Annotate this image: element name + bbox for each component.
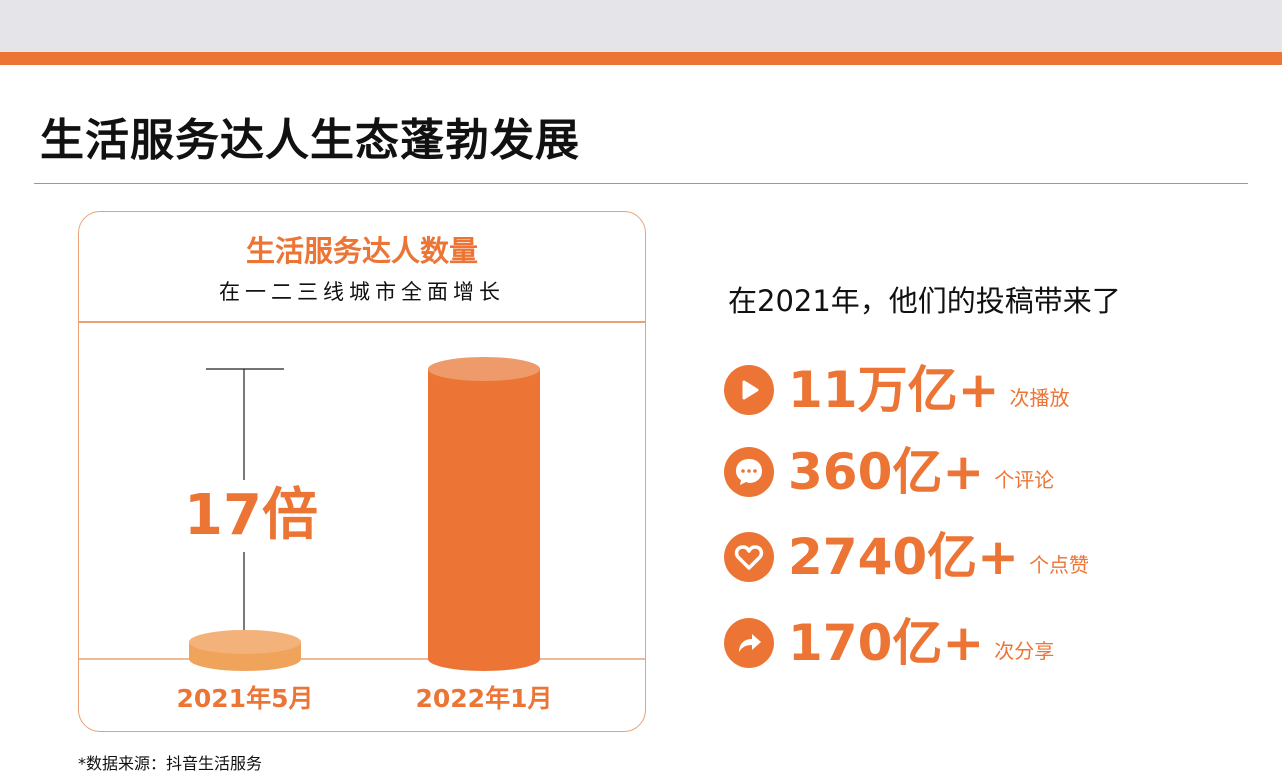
bar-cylinder-top bbox=[428, 357, 540, 381]
bar-cylinder bbox=[428, 369, 540, 671]
stat-likes: 2740亿+ 个点赞 bbox=[724, 530, 1089, 584]
comment-icon bbox=[724, 447, 774, 497]
heart-icon bbox=[724, 532, 774, 582]
share-icon bbox=[724, 618, 774, 668]
chart-card: 生活服务达人数量 在一二三线城市全面增长 2021年5月 2022年1月 17倍 bbox=[78, 211, 646, 732]
stat-shares: 170亿+ 次分享 bbox=[724, 616, 1054, 670]
stat-unit: 个评论 bbox=[994, 468, 1055, 492]
ratio-annotation: 17倍 bbox=[184, 483, 318, 548]
divider bbox=[34, 183, 1248, 184]
chart-title: 生活服务达人数量 bbox=[245, 234, 478, 268]
stat-plays: 11万亿+ 次播放 bbox=[724, 363, 1069, 417]
tick-label: 2021年5月 bbox=[177, 684, 314, 713]
chart-subtitle: 在一二三线城市全面增长 bbox=[219, 280, 505, 304]
card-divider bbox=[79, 321, 645, 323]
tick-label: 2022年1月 bbox=[416, 684, 553, 713]
play-icon bbox=[724, 365, 774, 415]
chart: 2021年5月 2022年1月 17倍 bbox=[79, 357, 645, 713]
accent-bar bbox=[0, 52, 1282, 65]
stat-value: 11万亿+ bbox=[788, 361, 1000, 419]
stat-value: 2740亿+ bbox=[788, 528, 1020, 586]
stat-comments: 360亿+ 个评论 bbox=[724, 445, 1054, 499]
stat-value: 170亿+ bbox=[788, 614, 985, 672]
source-note: *数据来源：抖音生活服务 bbox=[78, 754, 263, 773]
stat-value: 360亿+ bbox=[788, 443, 985, 501]
page-title: 生活服务达人生态蓬勃发展 bbox=[40, 115, 580, 166]
bar-cylinder-top bbox=[189, 629, 301, 654]
stats-heading: 在2021年，他们的投稿带来了 bbox=[728, 284, 1121, 318]
stat-unit: 个点赞 bbox=[1029, 553, 1090, 577]
stat-unit: 次播放 bbox=[1009, 386, 1070, 410]
top-band bbox=[0, 0, 1282, 52]
annotation-bg bbox=[187, 480, 317, 552]
stat-unit: 次分享 bbox=[994, 639, 1055, 663]
